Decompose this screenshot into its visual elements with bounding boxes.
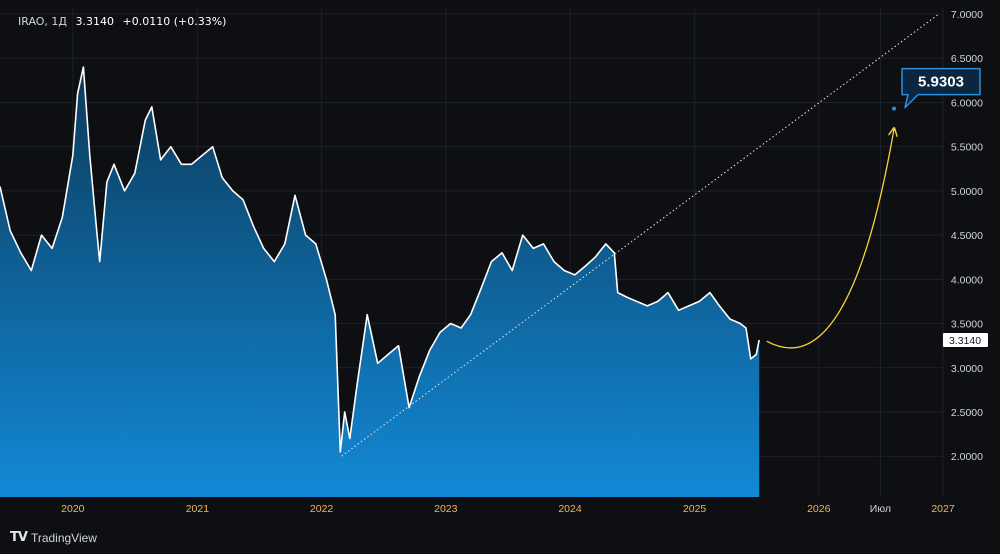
y-tick-label: 6.5000 [951, 53, 983, 65]
price-change: +0.0110 (+0.33%) [122, 15, 227, 28]
y-tick-label: 4.5000 [951, 230, 983, 242]
brand-logo[interactable]: TV TradingView [10, 530, 97, 545]
x-tick-label: 2027 [931, 503, 955, 515]
chart-header: IRAO, 1Д 3.3140 +0.0110 (+0.33%) [18, 15, 231, 28]
price-area [0, 66, 760, 497]
x-tick-label: Июл [870, 503, 891, 515]
target-callout: 5.9303 [891, 67, 981, 111]
y-tick-label: 4.0000 [951, 274, 983, 286]
forecast-arrow [766, 129, 894, 349]
callout-value: 5.9303 [918, 74, 964, 91]
brand-name: TradingView [30, 530, 97, 545]
price-area-fill [0, 67, 760, 497]
symbol-interval[interactable]: IRAO, 1Д [18, 15, 68, 28]
tradingview-logo-icon: TV [10, 530, 28, 545]
callout-bubble [901, 67, 981, 109]
y-tick-label: 5.0000 [951, 186, 983, 198]
x-tick-label: 2022 [310, 503, 334, 515]
x-tick-label: 2023 [434, 503, 458, 515]
x-tick-label: 2025 [683, 503, 707, 515]
y-tick-label: 6.0000 [951, 97, 983, 109]
last-price-box [943, 332, 988, 347]
last-price: 3.3140 [75, 15, 115, 28]
price-line [0, 66, 760, 453]
y-tick-label: 3.5000 [951, 319, 983, 331]
x-tick-label: 2026 [807, 503, 831, 515]
y-tick-label: 3.0000 [951, 363, 983, 375]
y-axis: 7.0000 6.5000 6.0000 5.5000 5.0000 4.5000 4.00… [951, 9, 983, 463]
last-price-value: 3.3140 [949, 335, 981, 347]
x-tick-label: 2020 [61, 503, 85, 515]
y-tick-label: 2.5000 [951, 407, 983, 419]
y-tick-label: 5.5000 [951, 142, 983, 154]
y-tick-label: 7.0000 [951, 9, 983, 21]
x-tick-label: 2021 [186, 503, 210, 515]
callout-anchor-point [891, 106, 896, 111]
y-tick-label: 2.0000 [951, 451, 983, 463]
x-tick-label: 2024 [558, 503, 582, 515]
x-axis: 2020 2021 2022 2023 2024 2025 2026 Июл 2027 [61, 503, 955, 515]
last-price-label: 3.3140 [943, 332, 988, 347]
forecast-arrow-curve [766, 129, 894, 349]
